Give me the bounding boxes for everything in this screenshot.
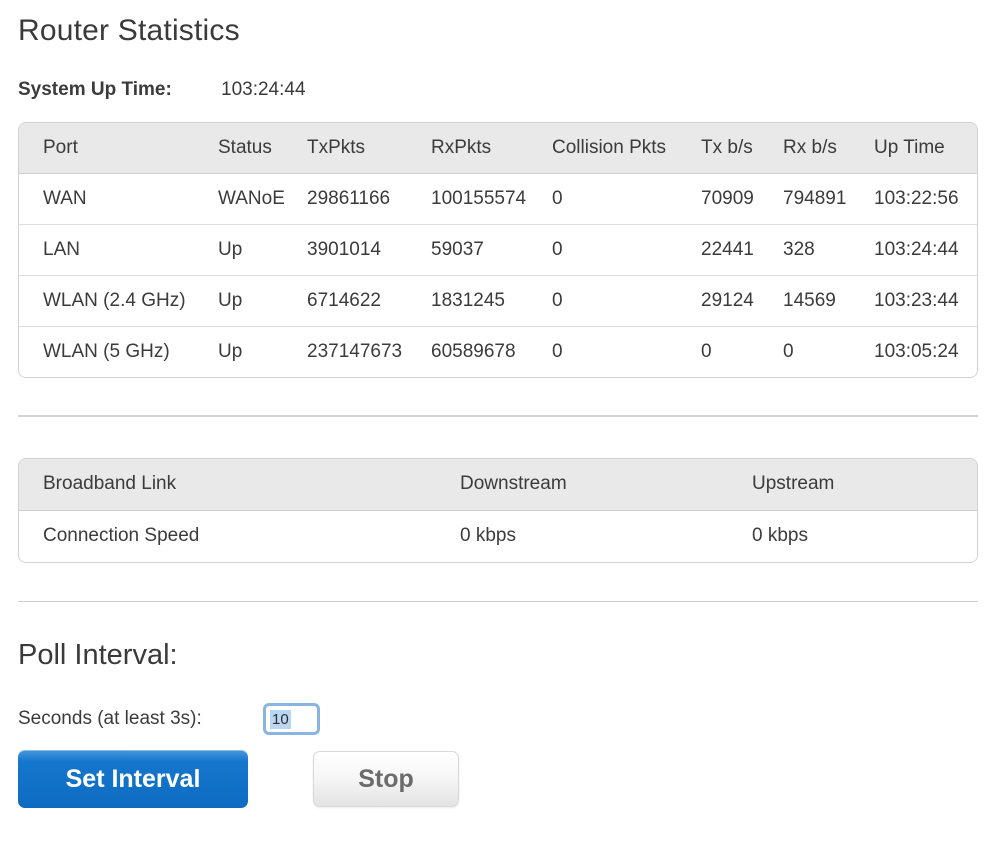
cell-upstream-speed: 0 kbps [752, 510, 977, 562]
table-row-wlan-24ghz: WLAN (2.4 GHz) Up 6714622 1831245 0 2912… [19, 275, 977, 327]
section-divider [18, 415, 978, 417]
cell-txpkts: 237147673 [307, 326, 431, 377]
col-header-up-time: Up Time [874, 123, 977, 174]
cell-txpkts: 6714622 [307, 275, 431, 327]
broadband-header-row: Broadband Link Downstream Upstream [19, 459, 977, 511]
cell-up-time: 103:24:44 [874, 224, 977, 276]
cell-status: Up [218, 224, 307, 276]
col-header-status: Status [218, 123, 307, 174]
set-interval-button[interactable]: Set Interval [18, 750, 248, 808]
col-header-rxpkts: RxPkts [431, 123, 552, 174]
cell-rx-bs: 794891 [783, 173, 874, 225]
cell-tx-bs: 22441 [701, 224, 783, 276]
cell-tx-bs: 70909 [701, 173, 783, 225]
col-header-tx-bs: Tx b/s [701, 123, 783, 174]
cell-txpkts: 29861166 [307, 173, 431, 225]
cell-tx-bs: 29124 [701, 275, 783, 327]
section-divider [18, 601, 978, 602]
col-header-broadband-link: Broadband Link [19, 459, 460, 511]
poll-interval-heading: Poll Interval: [18, 639, 178, 671]
cell-collision-pkts: 0 [552, 326, 701, 377]
poll-interval-buttons: Set Interval Stop [18, 750, 978, 808]
cell-status: WANoE [218, 173, 307, 225]
stop-button[interactable]: Stop [313, 751, 459, 807]
cell-connection-speed-label: Connection Speed [19, 510, 460, 562]
col-header-rx-bs: Rx b/s [783, 123, 874, 174]
page-title: Router Statistics [18, 14, 240, 47]
col-header-port: Port [19, 123, 218, 174]
table-row-wan: WAN WANoE 29861166 100155574 0 70909 794… [19, 173, 977, 225]
col-header-collision-pkts: Collision Pkts [552, 123, 701, 174]
cell-up-time: 103:23:44 [874, 275, 977, 327]
col-header-upstream: Upstream [752, 459, 977, 511]
port-statistics-table: Port Status TxPkts RxPkts Collision Pkts… [18, 122, 978, 378]
system-up-time: System Up Time: 103:24:44 [18, 78, 978, 102]
cell-port: LAN [19, 224, 218, 276]
cell-collision-pkts: 0 [552, 173, 701, 225]
cell-up-time: 103:22:56 [874, 173, 977, 225]
table-row-connection-speed: Connection Speed 0 kbps 0 kbps [19, 510, 977, 562]
cell-txpkts: 3901014 [307, 224, 431, 276]
col-header-downstream: Downstream [460, 459, 752, 511]
cell-rxpkts: 59037 [431, 224, 552, 276]
router-statistics-page: Router Statistics System Up Time: 103:24:… [18, 14, 978, 808]
cell-up-time: 103:05:24 [874, 326, 977, 377]
cell-port: WLAN (2.4 GHz) [19, 275, 218, 327]
seconds-label: Seconds (at least 3s): [18, 708, 202, 729]
cell-port: WLAN (5 GHz) [19, 326, 218, 377]
table-row-wlan-5ghz: WLAN (5 GHz) Up 237147673 60589678 0 0 0… [19, 326, 977, 377]
cell-rx-bs: 328 [783, 224, 874, 276]
cell-tx-bs: 0 [701, 326, 783, 377]
cell-rx-bs: 14569 [783, 275, 874, 327]
broadband-link-table: Broadband Link Downstream Upstream Conne… [18, 458, 978, 563]
cell-rxpkts: 1831245 [431, 275, 552, 327]
cell-status: Up [218, 326, 307, 377]
cell-rxpkts: 100155574 [431, 173, 552, 225]
system-up-time-value: 103:24:44 [221, 79, 306, 100]
cell-status: Up [218, 275, 307, 327]
cell-collision-pkts: 0 [552, 224, 701, 276]
cell-rx-bs: 0 [783, 326, 874, 377]
cell-downstream-speed: 0 kbps [460, 510, 752, 562]
table-row-lan: LAN Up 3901014 59037 0 22441 328 103:24:… [19, 224, 977, 276]
system-up-time-label: System Up Time: [18, 79, 172, 100]
poll-interval-form-row: Seconds (at least 3s): 10 [18, 703, 978, 735]
port-table-header-row: Port Status TxPkts RxPkts Collision Pkts… [19, 123, 977, 174]
cell-collision-pkts: 0 [552, 275, 701, 327]
cell-rxpkts: 60589678 [431, 326, 552, 377]
poll-interval-value: 10 [270, 709, 291, 729]
cell-port: WAN [19, 173, 218, 225]
col-header-txpkts: TxPkts [307, 123, 431, 174]
poll-interval-input[interactable]: 10 [263, 703, 320, 735]
